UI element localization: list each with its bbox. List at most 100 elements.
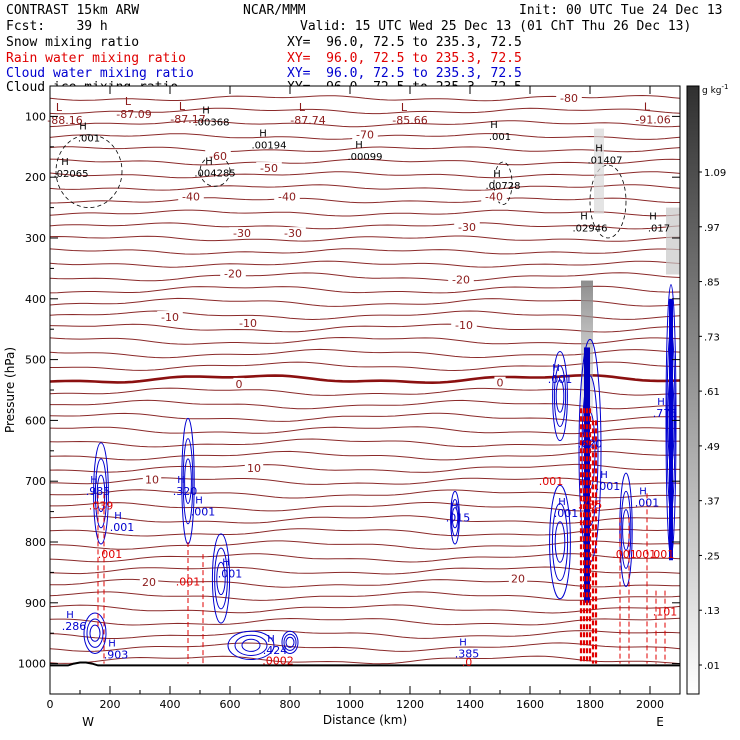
cloud-water-max-label: .775 bbox=[653, 407, 678, 420]
isotherm-line bbox=[50, 502, 680, 512]
isotherm-label-bg bbox=[274, 190, 300, 202]
snow-max-marker: H bbox=[649, 212, 657, 223]
isotherm-line bbox=[50, 285, 680, 294]
isotherm-label-bg bbox=[556, 92, 582, 104]
snow-max-marker: H bbox=[490, 120, 498, 131]
cloud-water-max-marker: H bbox=[66, 610, 74, 621]
cloud-water-max-label: .001 bbox=[110, 521, 135, 534]
label-layer: -80 -70 -60 -50 -40 -40 -40 -30 -30 -30 -20 -20 -10 -… bbox=[47, 92, 677, 669]
cloud-water-contour bbox=[281, 630, 299, 654]
temperature-extreme-label: -91.06 bbox=[635, 114, 670, 127]
isotherm-label: 10 bbox=[145, 473, 159, 486]
cloud-water-contour bbox=[451, 507, 459, 529]
isotherm-label: -10 bbox=[161, 311, 179, 324]
snow-max-marker: H bbox=[493, 169, 501, 180]
snow-max-marker: H bbox=[61, 157, 69, 168]
snow-max-label: .00368 bbox=[195, 117, 230, 128]
isotherm-line bbox=[50, 146, 680, 153]
isotherm-line bbox=[50, 528, 680, 537]
cloud-water-contour bbox=[549, 484, 571, 600]
rain-max-label: .001 bbox=[650, 548, 675, 561]
rain-max-label: .0002 bbox=[262, 655, 294, 668]
cloud-water-core bbox=[669, 298, 673, 561]
temperature-low-marker: L bbox=[401, 101, 408, 114]
isotherm-label-bg bbox=[481, 190, 507, 202]
snow-shading bbox=[666, 207, 680, 275]
x-tick-label: 1400 bbox=[456, 698, 484, 711]
isotherm-line bbox=[50, 540, 680, 550]
field-xy-cloud-water: XY= 96.0, 72.5 to 235.3, 72.5 bbox=[287, 66, 522, 81]
isotherm-label-bg bbox=[244, 461, 264, 473]
colorbar-label: .25 bbox=[704, 551, 720, 562]
surface-line bbox=[50, 661, 680, 667]
isotherm-line bbox=[50, 553, 680, 563]
cloud-water-max-label: .286 bbox=[62, 620, 87, 633]
cloud-water-contour bbox=[227, 630, 275, 661]
temperature-extreme-label: -85.66 bbox=[392, 114, 427, 127]
snow-max-label: .004285 bbox=[194, 168, 235, 179]
isotherm-label: 0 bbox=[497, 377, 504, 390]
colorbar-ramp bbox=[686, 85, 700, 695]
isotherm-label-bg bbox=[205, 149, 231, 161]
x-axis-title: Distance (km) bbox=[323, 713, 407, 727]
axes-layer: 0 200 400 600 800 1000 1200 1400 1600 1800 2000100… bbox=[3, 85, 681, 729]
colorbar: 1.09 .97 .85 .73 .61 .49 .37 .25 .13 .01 g kg-1 bbox=[686, 83, 728, 695]
cloud-water-contour bbox=[89, 624, 101, 642]
snow-max-label: .02065 bbox=[54, 169, 89, 180]
temperature-low-marker: L bbox=[125, 95, 132, 108]
isotherm-line bbox=[50, 107, 680, 115]
cloud-water-contour bbox=[554, 521, 566, 563]
cloud-water-contour bbox=[553, 365, 567, 427]
isotherm-line bbox=[50, 426, 680, 435]
isotherm-line bbox=[50, 248, 680, 255]
colorbar-label: .61 bbox=[704, 387, 720, 398]
x-tick-label: 0 bbox=[47, 698, 54, 711]
isotherm-label-bg bbox=[454, 221, 480, 233]
isotherm-label: -80 bbox=[560, 92, 578, 105]
cloud-water-max-marker: H bbox=[552, 363, 560, 374]
y-tick-label: 400 bbox=[25, 293, 46, 306]
cloud-water-max-marker: H bbox=[558, 497, 566, 508]
isotherm-label: -40 bbox=[278, 191, 296, 204]
isotherm-line bbox=[50, 235, 680, 242]
rain-max-label: .001 bbox=[632, 548, 657, 561]
colorbar-label: .01 bbox=[704, 661, 720, 672]
isotherm-label-bg bbox=[448, 273, 474, 285]
isotherm-label: -30 bbox=[284, 227, 302, 240]
cloud-water-max-label: .001 bbox=[554, 507, 579, 520]
snow-max-marker: H bbox=[205, 156, 213, 167]
isotherm-line bbox=[50, 566, 680, 575]
isotherm-label-bg bbox=[451, 318, 477, 330]
isotherm-line bbox=[50, 450, 680, 461]
cloud-water-max-marker: H bbox=[639, 486, 647, 497]
snow-max-label: .00099 bbox=[348, 152, 383, 163]
isotherm-line bbox=[50, 209, 680, 217]
cloud-water-max-marker: H bbox=[600, 470, 608, 481]
isotherm-line bbox=[50, 617, 680, 626]
isotherm-line bbox=[50, 323, 680, 333]
isotherm-line bbox=[50, 222, 680, 230]
snow-max-marker: H bbox=[79, 122, 87, 133]
rain-max-label: .001 bbox=[176, 576, 201, 589]
cloud-water-contour bbox=[214, 547, 228, 610]
isotherm-label-bg bbox=[229, 227, 255, 239]
isotherm-line bbox=[50, 515, 680, 524]
isotherm-label: -60 bbox=[209, 150, 227, 163]
temperature-extreme-label: -87.17 bbox=[170, 113, 205, 126]
isotherm-label-bg bbox=[235, 317, 261, 329]
snow-max-label: .00194 bbox=[252, 140, 287, 151]
isotherm-label: -10 bbox=[455, 319, 473, 332]
x-tick-label: 600 bbox=[220, 698, 241, 711]
x-tick-label: 200 bbox=[100, 698, 121, 711]
isotherm-line bbox=[50, 374, 680, 385]
cloud-water-max-label: .001 bbox=[596, 480, 621, 493]
rain-max-label: .0 bbox=[462, 656, 473, 669]
cloud-water-max-marker: H bbox=[195, 496, 203, 507]
snow-max-label: .00728 bbox=[486, 181, 521, 192]
snow-max-label: .001 bbox=[489, 132, 511, 143]
cloud-water-contour bbox=[450, 498, 460, 537]
temperature-extreme-label: -88.16 bbox=[47, 114, 82, 127]
isotherm-label: 20 bbox=[511, 572, 525, 585]
isotherm-label: -40 bbox=[485, 191, 503, 204]
